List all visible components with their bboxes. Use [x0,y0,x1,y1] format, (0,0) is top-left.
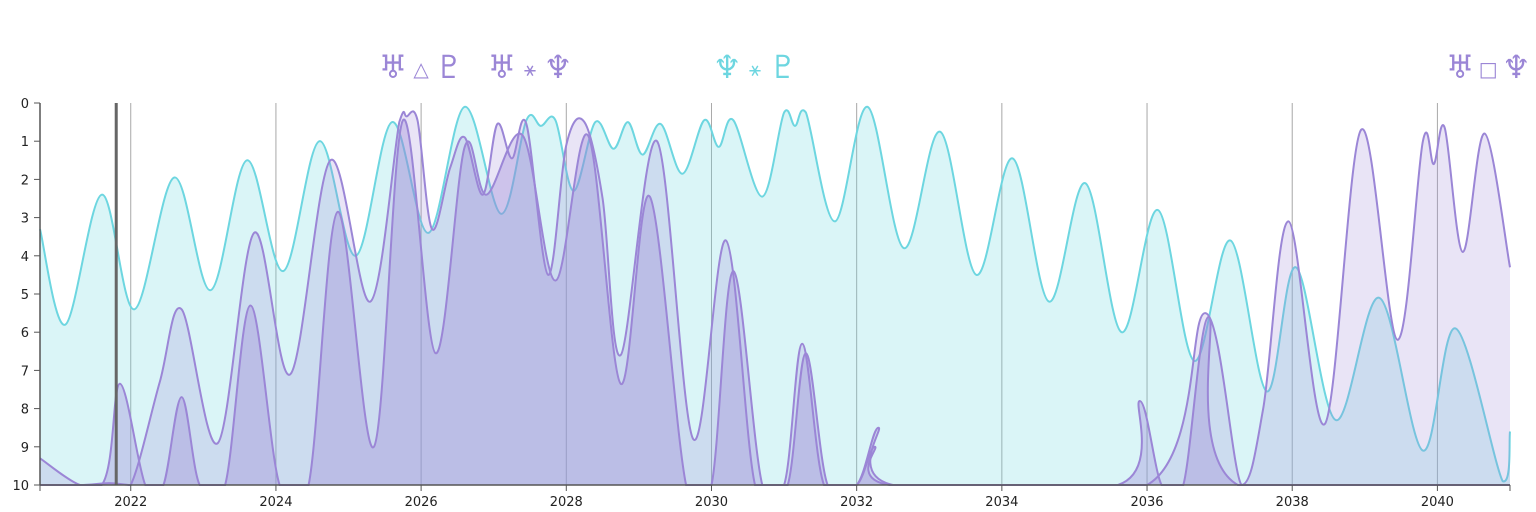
plot-area [39,103,1511,487]
x-tick-label-2036: 2036 [1130,495,1163,510]
x-tick-label-2038: 2038 [1276,495,1309,510]
aspect-uranus-sextile-neptune: ♅ ⚹ ♆ [488,48,573,86]
aspect-planet-b-icon: ♇ [435,48,464,86]
x-tick-label-2022: 2022 [114,495,147,510]
aspect-symbol-icon: □ [1479,57,1498,81]
aspect-planet-b-icon: ♇ [769,48,798,86]
aspect-uranus-square-neptune: ♅ □ ♆ [1446,48,1531,86]
y-tick-label-3: 3 [21,212,29,227]
y-tick-label-7: 7 [21,364,29,379]
aspect-planet-a-icon: ♅ [1446,48,1475,86]
series-area-3 [40,119,1510,486]
x-tick-label-2032: 2032 [840,495,873,510]
aspect-neptune-sextile-pluto: ♆ ⚹ ♇ [713,48,798,86]
x-tick-label-2034: 2034 [985,495,1018,510]
x-tick-label-2030: 2030 [695,495,728,510]
x-tick-label-2026: 2026 [405,495,438,510]
y-tick-label-2: 2 [21,173,29,188]
aspect-planet-a-icon: ♅ [488,48,517,86]
series-line-2 [39,110,1511,487]
y-tick-label-8: 8 [21,403,29,418]
series-area-2 [40,111,1510,485]
y-tick-label-10: 10 [12,479,29,494]
x-tick-label-2024: 2024 [259,495,292,510]
x-tick-label-2040: 2040 [1421,495,1454,510]
x-axis: 2022 2024 2026 2028 2030 2032 2034 2036 2038 2040 [39,484,1511,510]
y-tick-label-9: 9 [21,441,29,456]
aspect-planet-b-icon: ♆ [1502,48,1531,86]
y-tick-label-6: 6 [21,326,29,341]
series-area-1 [40,106,1510,485]
y-axis: 0 1 2 3 4 5 6 7 8 9 10 [12,97,41,494]
aspect-symbol-icon: ⚹ [524,57,536,81]
y-tick-label-5: 5 [21,288,29,303]
y-tick-label-4: 4 [21,250,29,265]
aspect-symbol-icon: △ [413,57,429,81]
aspect-planet-a-icon: ♆ [713,48,742,86]
y-tick-label-0: 0 [21,97,29,112]
aspect-symbol-icon: ⚹ [749,57,761,81]
aspect-labels: ♅ △ ♇ ♅ ⚹ ♆ ♆ ⚹ ♇ ♅ □ ♆ [379,48,1531,86]
y-tick-label-1: 1 [21,135,29,150]
aspect-planet-b-icon: ♆ [544,48,573,86]
aspect-uranus-trine-pluto: ♅ △ ♇ [379,48,464,86]
series-line-1 [39,105,1511,483]
aspect-planet-a-icon: ♅ [379,48,408,86]
x-tick-label-2028: 2028 [550,495,583,510]
